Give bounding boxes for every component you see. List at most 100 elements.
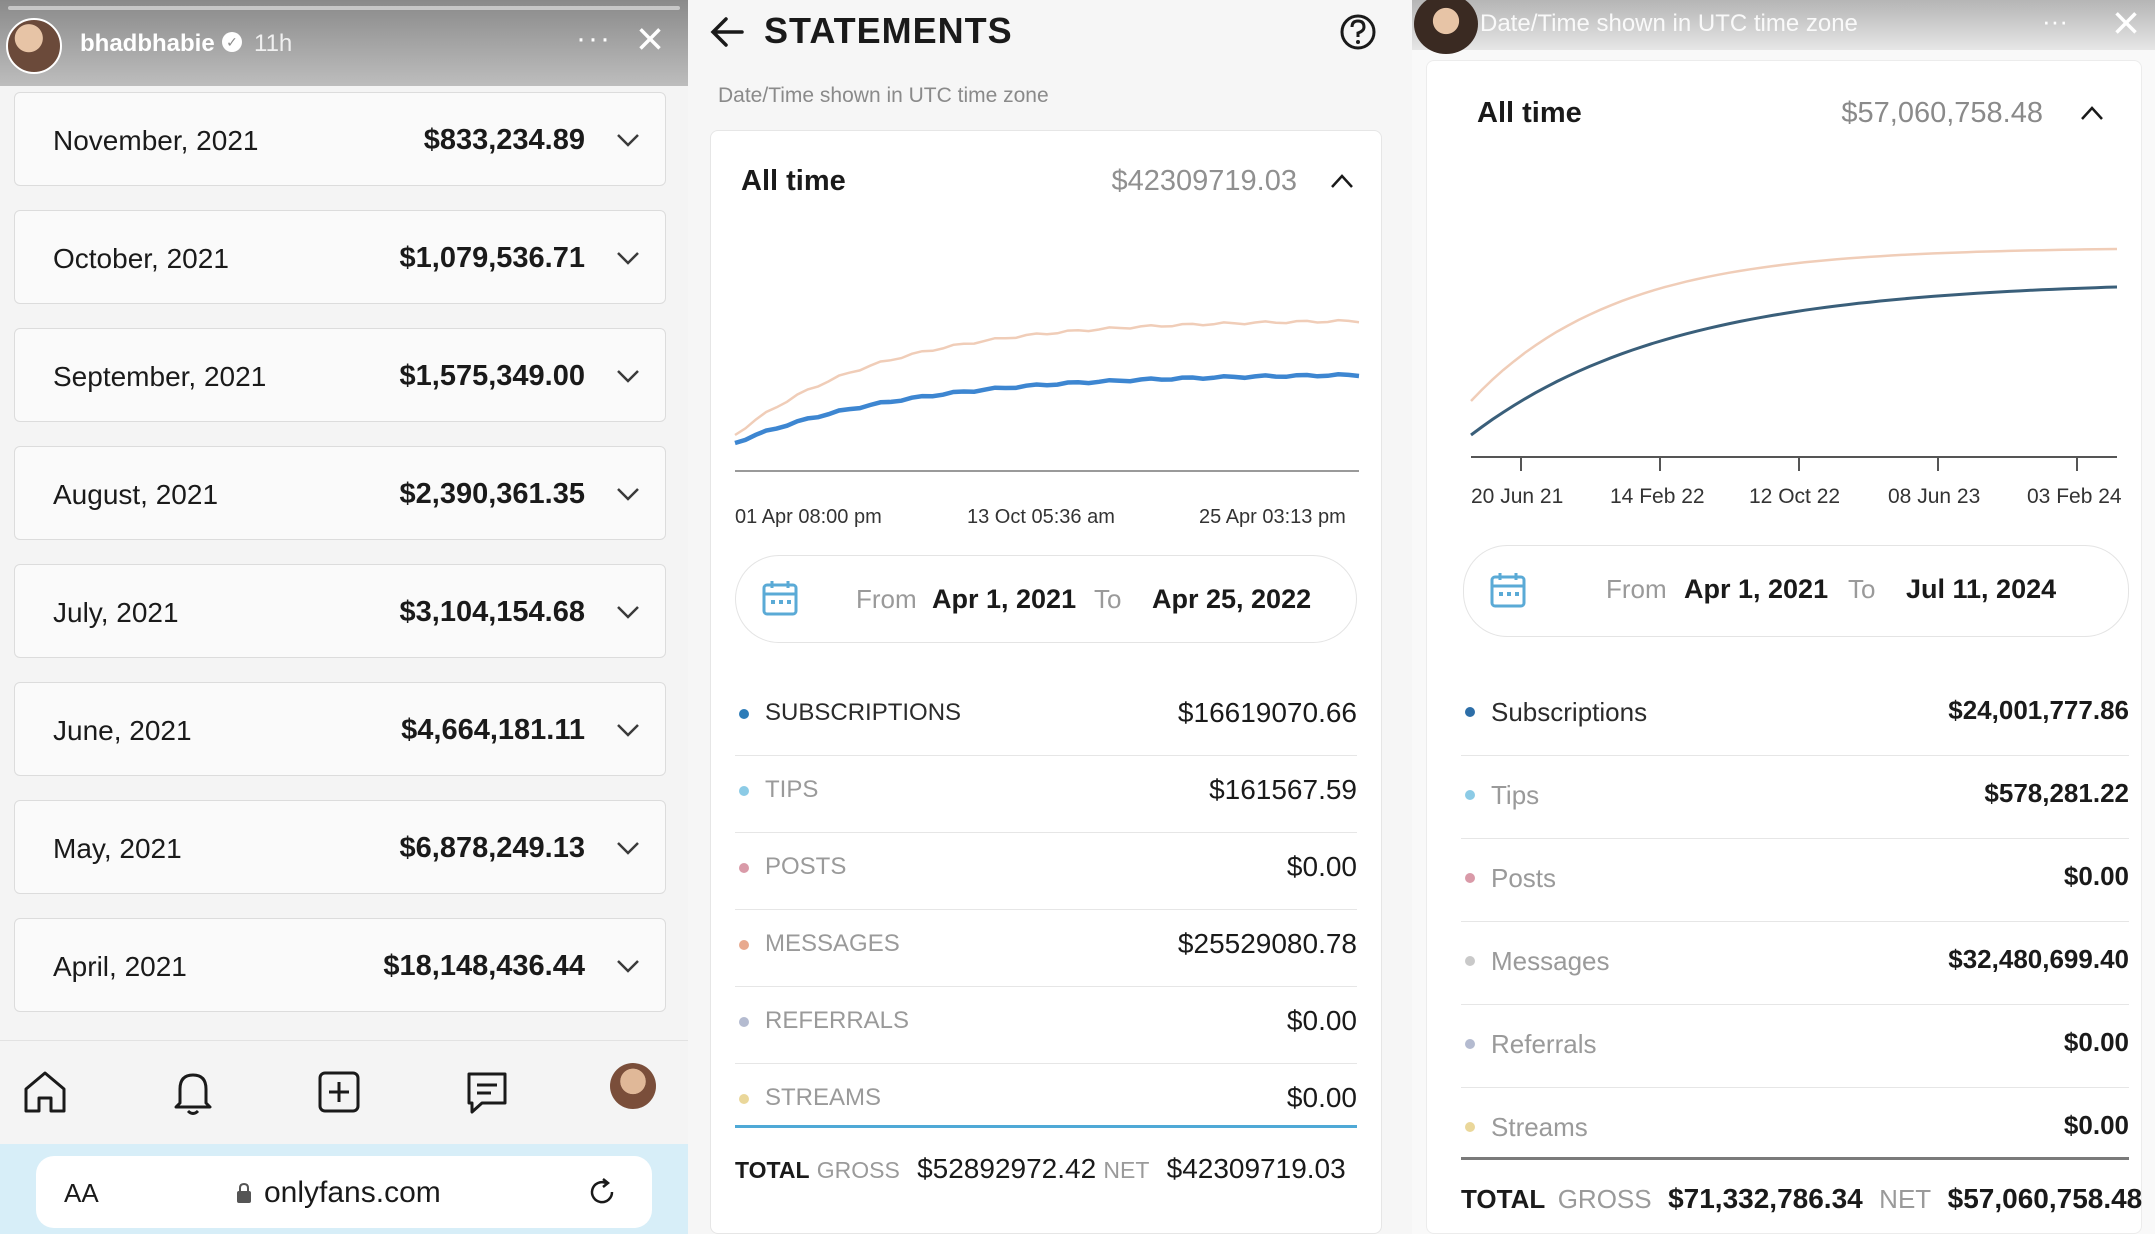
month-amount: $1,079,536.71: [399, 242, 585, 274]
earnings-chart: [1470, 247, 2118, 471]
category-row: TIPS $161567.59: [735, 756, 1357, 833]
date-range-picker[interactable]: From Apr 1, 2021 To Jul 11, 2024: [1463, 545, 2129, 637]
close-icon[interactable]: ×: [636, 13, 665, 66]
range-from-date[interactable]: Apr 1, 2021: [932, 584, 1077, 614]
chevron-down-icon[interactable]: [615, 835, 641, 861]
category-dot: [739, 863, 749, 873]
statements-header: STATEMENTS: [688, 0, 1412, 86]
category-amount: $161567.59: [1209, 774, 1357, 805]
total-divider: [735, 1125, 1357, 1128]
category-row: SUBSCRIPTIONS $16619070.66: [735, 679, 1357, 756]
category-amount: $24,001,777.86: [1948, 695, 2129, 725]
chevron-down-icon[interactable]: [615, 363, 641, 389]
more-options-icon[interactable]: ···: [576, 22, 612, 55]
month-card[interactable]: November, 2021 $833,234.89: [14, 92, 666, 186]
category-dot: [1465, 707, 1475, 717]
month-label: October, 2021: [53, 243, 229, 274]
month-label: September, 2021: [53, 361, 267, 392]
overlay-text: Date/Time shown in UTC time zone: [1480, 10, 1858, 37]
category-amount: $25529080.78: [1177, 928, 1357, 959]
month-card[interactable]: October, 2021 $1,079,536.71: [14, 210, 666, 304]
category-dot: [1465, 956, 1475, 966]
x-tick-label: 14 Feb 22: [1610, 485, 1705, 508]
message-icon[interactable]: [460, 1065, 514, 1119]
date-range-picker[interactable]: From Apr 1, 2021 To Apr 25, 2022: [735, 555, 1357, 643]
url-pill[interactable]: AA onlyfans.com: [36, 1156, 652, 1228]
category-row: Streams $0.00: [1461, 1088, 2129, 1171]
x-tick-label: 20 Jun 21: [1471, 485, 1564, 508]
period-label[interactable]: All time: [741, 165, 846, 197]
category-name: Tips: [1491, 780, 1540, 810]
gross-amount: $71,332,786.34: [1668, 1183, 1863, 1214]
avatar[interactable]: [6, 18, 62, 74]
category-row: POSTS $0.00: [735, 833, 1357, 910]
x-tick-label: 12 Oct 22: [1749, 485, 1841, 508]
month-amount: $2,390,361.35: [399, 478, 585, 510]
text-size-button[interactable]: AA: [64, 1178, 99, 1208]
range-to-date[interactable]: Jul 11, 2024: [1906, 574, 2057, 604]
earnings-chart: [734, 318, 1360, 472]
chevron-down-icon[interactable]: [615, 599, 641, 625]
chevron-down-icon[interactable]: [615, 953, 641, 979]
url-text[interactable]: onlyfans.com: [264, 1176, 441, 1209]
month-amount: $833,234.89: [423, 124, 585, 156]
range-from-date[interactable]: Apr 1, 2021: [1684, 574, 1829, 604]
category-dot: [739, 1094, 749, 1104]
close-icon[interactable]: ×: [2112, 0, 2141, 50]
bell-icon[interactable]: [166, 1065, 220, 1119]
chevron-down-icon[interactable]: [615, 127, 641, 153]
chevron-down-icon[interactable]: [615, 481, 641, 507]
category-row: Referrals $0.00: [1461, 1005, 2129, 1088]
chevron-down-icon[interactable]: [615, 717, 641, 743]
page-title: STATEMENTS: [764, 10, 1013, 51]
month-card[interactable]: July, 2021 $3,104,154.68: [14, 564, 666, 658]
story-username[interactable]: bhadbhabie: [80, 30, 215, 57]
category-row: Subscriptions $24,001,777.86: [1461, 673, 2129, 756]
calendar-icon[interactable]: [1488, 570, 1528, 610]
category-row: STREAMS $0.00: [735, 1064, 1357, 1141]
category-dot: [1465, 873, 1475, 883]
timezone-note: Date/Time shown in UTC time zone: [718, 84, 1049, 107]
month-card[interactable]: August, 2021 $2,390,361.35: [14, 446, 666, 540]
x-tick-label: 08 Jun 23: [1888, 485, 1981, 508]
gross-label: GROSS: [1557, 1184, 1652, 1214]
month-amount: $3,104,154.68: [399, 596, 585, 628]
calendar-icon[interactable]: [760, 578, 800, 618]
statement-card: All time $57,060,758.48 20 Jun 21 14 Feb …: [1426, 60, 2142, 1234]
statements-panel-2024: Date/Time shown in UTC time zone ··· × A…: [1412, 0, 2155, 1234]
month-card[interactable]: May, 2021 $6,878,249.13: [14, 800, 666, 894]
month-amount: $18,148,436.44: [383, 950, 585, 982]
story-progress-bar: [8, 6, 680, 10]
total-label: TOTAL: [1461, 1184, 1546, 1214]
chevron-down-icon[interactable]: [615, 245, 641, 271]
help-icon[interactable]: [1338, 12, 1378, 52]
reload-icon[interactable]: [586, 1176, 618, 1208]
plus-square-icon[interactable]: [312, 1065, 366, 1119]
period-value: $57,060,758.48: [1841, 97, 2043, 129]
range-from-label: From: [1606, 574, 1667, 604]
home-icon[interactable]: [18, 1065, 72, 1119]
more-options-icon[interactable]: ···: [2042, 6, 2068, 36]
period-label[interactable]: All time: [1477, 97, 1582, 129]
total-divider: [1461, 1157, 2129, 1160]
category-name: Referrals: [1491, 1029, 1597, 1059]
profile-avatar[interactable]: [610, 1063, 656, 1109]
month-amount: $1,575,349.00: [399, 360, 585, 392]
chevron-up-icon[interactable]: [1327, 167, 1357, 197]
net-amount: $57,060,758.48: [1947, 1183, 2143, 1214]
category-row: REFERRALS $0.00: [735, 987, 1357, 1064]
category-amount: $0.00: [1286, 1005, 1357, 1036]
category-amount: $0.00: [2063, 1110, 2129, 1140]
chevron-up-icon[interactable]: [2077, 99, 2107, 129]
month-card[interactable]: September, 2021 $1,575,349.00: [14, 328, 666, 422]
category-dot: [739, 709, 749, 719]
category-amount: $0.00: [2063, 1027, 2129, 1057]
back-arrow-icon[interactable]: [708, 12, 748, 52]
month-label: July, 2021: [53, 597, 179, 628]
category-dot: [1465, 1039, 1475, 1049]
month-card[interactable]: June, 2021 $4,664,181.11: [14, 682, 666, 776]
range-to-date[interactable]: Apr 25, 2022: [1152, 584, 1312, 614]
month-card[interactable]: April, 2021 $18,148,436.44: [14, 918, 666, 1012]
avatar[interactable]: [1414, 0, 1478, 54]
x-tick-label: 13 Oct 05:36 am: [967, 506, 1115, 528]
